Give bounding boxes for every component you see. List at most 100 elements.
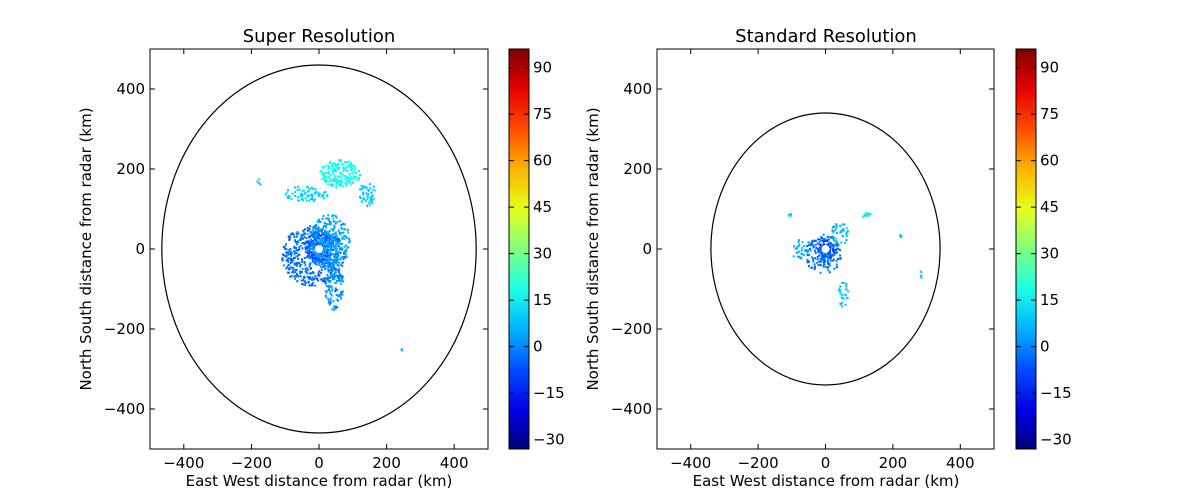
echo-pixel: [328, 238, 331, 241]
echo-pixel: [326, 242, 329, 245]
echo-pixel: [864, 212, 867, 215]
echo-pixel: [353, 165, 356, 168]
echo-pixel: [340, 282, 343, 285]
echo-pixel: [311, 257, 314, 260]
echo-pixel: [351, 172, 354, 175]
colorbar-tick-label: 45: [533, 198, 552, 216]
echo-pixel: [919, 270, 922, 273]
echo-pixel: [339, 171, 342, 174]
echo-pixel: [297, 196, 300, 199]
echo-pixel: [338, 184, 341, 187]
echo-pixel: [299, 270, 302, 273]
echo-pixel: [832, 230, 835, 233]
echo-pixel: [292, 250, 295, 252]
echo-pixel: [349, 164, 352, 167]
echo-pixel: [299, 272, 302, 275]
colorbar-ticks: −30 −15 0 15 30 45 60 75 90: [509, 59, 565, 449]
echo-pixel: [821, 236, 823, 239]
echo-pixel: [833, 251, 836, 254]
echo-pixel: [841, 281, 844, 284]
echo-pixel: [340, 246, 343, 249]
echo-pixel: [823, 261, 826, 264]
echo-pixel: [341, 237, 344, 240]
echo-pixel: [835, 263, 838, 266]
echo-pixel: [291, 259, 294, 262]
echo-pixel: [331, 294, 334, 297]
echo-pixel: [317, 229, 319, 232]
echo-pixel: [335, 262, 338, 265]
echo-pixel: [333, 253, 336, 256]
y-tick-label: −200: [611, 320, 652, 338]
echo-pixel: [330, 266, 333, 269]
echo-pixel: [312, 198, 315, 201]
echo-pixel: [334, 222, 337, 225]
echo-pixel: [796, 255, 799, 258]
echo-pixel: [309, 247, 312, 250]
echo-pixel: [335, 234, 337, 237]
echo-pixel: [354, 177, 357, 180]
colorbar-tick-label: 30: [533, 245, 552, 263]
echo-pixel: [311, 246, 314, 249]
echo-pixel: [342, 185, 345, 188]
echo-pixel: [322, 172, 325, 175]
echo-pixel: [834, 237, 837, 240]
echo-pixel: [322, 246, 325, 249]
echo-pixel: [337, 166, 340, 169]
echo-pixel: [297, 257, 300, 260]
echo-pixel: [312, 248, 315, 251]
echo-pixel: [331, 169, 334, 172]
echo-pixel: [326, 258, 329, 261]
echo-pixel: [256, 180, 259, 183]
echo-pixel: [315, 231, 318, 234]
echo-pixel: [327, 301, 330, 304]
echo-pixel: [330, 239, 332, 242]
echo-pixel: [293, 262, 296, 265]
echo-pixel: [830, 255, 833, 257]
echo-pixel: [334, 267, 337, 270]
echo-pixel: [311, 193, 313, 196]
echo-pixel: [306, 226, 309, 229]
echo-pixel: [310, 186, 313, 189]
echo-pixel: [817, 247, 820, 250]
echo-pixel: [333, 305, 336, 308]
echo-pixel: [820, 239, 823, 242]
echo-pixel: [367, 202, 370, 205]
echo-pixel: [335, 293, 338, 296]
echo-pixel: [329, 291, 332, 294]
echo-pixel: [293, 186, 296, 189]
echo-pixel: [310, 255, 313, 258]
echo-pixel: [337, 254, 340, 257]
echo-pixel: [845, 233, 848, 236]
echo-pixel: [300, 271, 303, 273]
echo-pixel: [327, 270, 330, 273]
echo-pixel: [365, 192, 368, 195]
echo-pixel: [796, 251, 799, 254]
echo-pixel: [304, 228, 307, 231]
echo-pixel: [327, 233, 329, 236]
echo-pixel: [308, 252, 311, 255]
echo-cluster: [899, 234, 903, 238]
echo-pixel: [820, 252, 823, 255]
echo-pixel: [329, 177, 331, 180]
echo-pixel: [814, 243, 817, 246]
echo-pixel: [287, 271, 290, 274]
echo-pixel: [327, 279, 330, 282]
echo-pixel: [812, 244, 815, 247]
echo-pixel: [342, 167, 345, 170]
echo-pixel: [333, 266, 336, 269]
echo-pixel: [301, 267, 304, 270]
y-tick-label: 400: [116, 80, 145, 98]
echo-pixel: [834, 229, 837, 231]
echo-pixel: [842, 293, 845, 296]
echo-pixel: [342, 256, 345, 258]
echo-pixel: [298, 253, 301, 256]
echo-pixel: [312, 251, 315, 254]
echo-pixel: [294, 251, 296, 254]
echo-pixel: [369, 199, 372, 202]
echo-pixel: [306, 246, 309, 249]
echo-pixel: [315, 191, 318, 193]
echo-pixel: [828, 257, 831, 260]
echo-pixel: [866, 213, 869, 216]
echo-pixel: [360, 188, 363, 191]
echo-pixel: [310, 230, 313, 233]
